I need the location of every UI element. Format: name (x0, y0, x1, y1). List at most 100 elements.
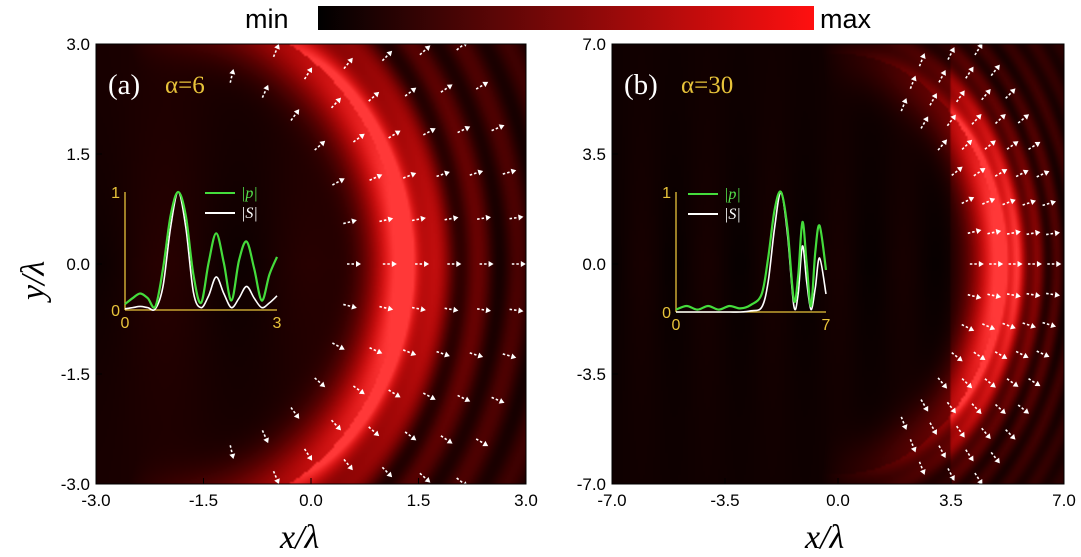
field-arrow (1005, 88, 1016, 99)
field-arrow (1006, 229, 1021, 236)
x-tick-label: 1.5 (407, 491, 431, 510)
legend-entry: |S| (724, 206, 741, 223)
field-arrow (332, 178, 345, 186)
field-arrow (971, 403, 982, 414)
field-arrow (969, 261, 984, 267)
inset-y-tick: 1 (111, 185, 120, 202)
legend-entry: |S| (241, 205, 258, 222)
field-arrow (261, 430, 269, 444)
field-arrow (1036, 170, 1050, 178)
field-arrow (974, 472, 983, 484)
field-arrow (987, 228, 1002, 235)
field-arrow (947, 468, 955, 481)
field-arrow (419, 472, 431, 483)
inset-x-tick: 0 (672, 317, 681, 334)
field-arrow (1015, 169, 1029, 178)
field-arrow (444, 215, 459, 222)
inset-b: 0 7 1 0 |p| |S| (662, 185, 830, 334)
field-arrow (440, 84, 453, 93)
inset-legend: |p| |S| (688, 186, 741, 223)
field-arrow (1028, 141, 1041, 150)
field-arrow (411, 215, 426, 222)
legend-entry: |p| (724, 186, 741, 203)
field-arrow (994, 351, 1008, 359)
field-arrow (314, 377, 326, 388)
field-arrow (982, 323, 996, 331)
field-arrow (1022, 199, 1036, 206)
field-arrow (272, 470, 280, 484)
inset-curve-p (675, 190, 828, 311)
field-arrow (946, 114, 956, 127)
heatmap-a (96, 44, 526, 484)
field-arrow (947, 47, 955, 60)
field-arrow (509, 214, 524, 221)
field-arrow (974, 44, 983, 56)
arrows-b (900, 44, 1062, 484)
field-arrow (330, 97, 342, 109)
x-axis-label-a: x/λ (279, 519, 319, 556)
ticks-b: -7.0 -3.5 0.0 3.5 7.0 7.0 3.5 0.0 -3.5 -7.0 (577, 35, 1076, 510)
field-arrow (229, 69, 236, 83)
field-arrow (1002, 322, 1016, 330)
field-arrow (502, 353, 517, 360)
field-arrow (343, 218, 357, 225)
colorbar-max-label: max (820, 4, 872, 34)
y-tick-label: 0.0 (582, 255, 606, 274)
field-arrow (476, 307, 491, 314)
inset-legend: |p| |S| (205, 185, 258, 222)
field-arrow (981, 89, 991, 101)
field-arrow (961, 196, 975, 205)
field-arrow (502, 168, 517, 175)
field-arrow (961, 139, 973, 151)
field-arrow (388, 130, 401, 139)
x-axis-label-b: x/λ (804, 519, 844, 556)
field-arrow (965, 449, 974, 462)
y-tick-label: 3.5 (582, 145, 606, 164)
field-arrow (404, 431, 417, 441)
field-arrow (1027, 261, 1042, 267)
inset-a: 0 3 1 0 |p| |S| (111, 185, 281, 332)
field-arrow (381, 50, 393, 62)
y-tick-label: -3.0 (61, 475, 90, 494)
field-arrow (404, 87, 417, 97)
panel-a: 0 3 1 0 |p| |S| (a) α=6 -3.0 -1.5 0.0 1.5 3.0 3.0 1… (61, 35, 538, 556)
arrows-a (229, 44, 526, 484)
field-arrow (511, 261, 526, 267)
field-arrow (987, 293, 1002, 300)
field-arrow (491, 124, 505, 132)
x-tick-label: -1.5 (189, 491, 218, 510)
field-arrow (352, 385, 365, 395)
field-arrow (261, 84, 269, 98)
field-arrow (973, 351, 986, 361)
field-arrow (436, 350, 450, 358)
field-arrow (1046, 230, 1060, 237)
field-arrow (961, 323, 975, 332)
x-tick-label: 0.0 (826, 491, 850, 510)
field-arrow (475, 438, 489, 447)
field-arrow (965, 66, 974, 79)
inset-y-tick: 1 (662, 185, 671, 202)
y-tick-label: -7.0 (577, 475, 606, 494)
field-arrow (303, 448, 313, 461)
field-arrow (909, 439, 917, 453)
field-arrow (900, 98, 908, 112)
field-arrow (937, 377, 948, 389)
field-arrow (990, 451, 1000, 464)
field-arrow (1047, 261, 1062, 267)
field-arrow (447, 261, 462, 267)
y-tick-label: 7.0 (582, 35, 606, 54)
field-arrow (1008, 261, 1023, 267)
inset-curve-s (124, 191, 278, 311)
panel-label-b: (b) (624, 69, 658, 101)
field-arrow (469, 169, 484, 176)
x-tick-label: 0.0 (299, 491, 323, 510)
y-tick-label: 1.5 (66, 145, 90, 164)
x-tick-label: 7.0 (1052, 491, 1076, 510)
field-arrow (946, 401, 956, 414)
field-arrow (929, 422, 938, 435)
field-arrow (1022, 322, 1036, 329)
field-arrow (938, 70, 946, 83)
field-arrow (419, 45, 431, 56)
field-arrow (973, 167, 986, 177)
field-arrow (388, 389, 401, 398)
